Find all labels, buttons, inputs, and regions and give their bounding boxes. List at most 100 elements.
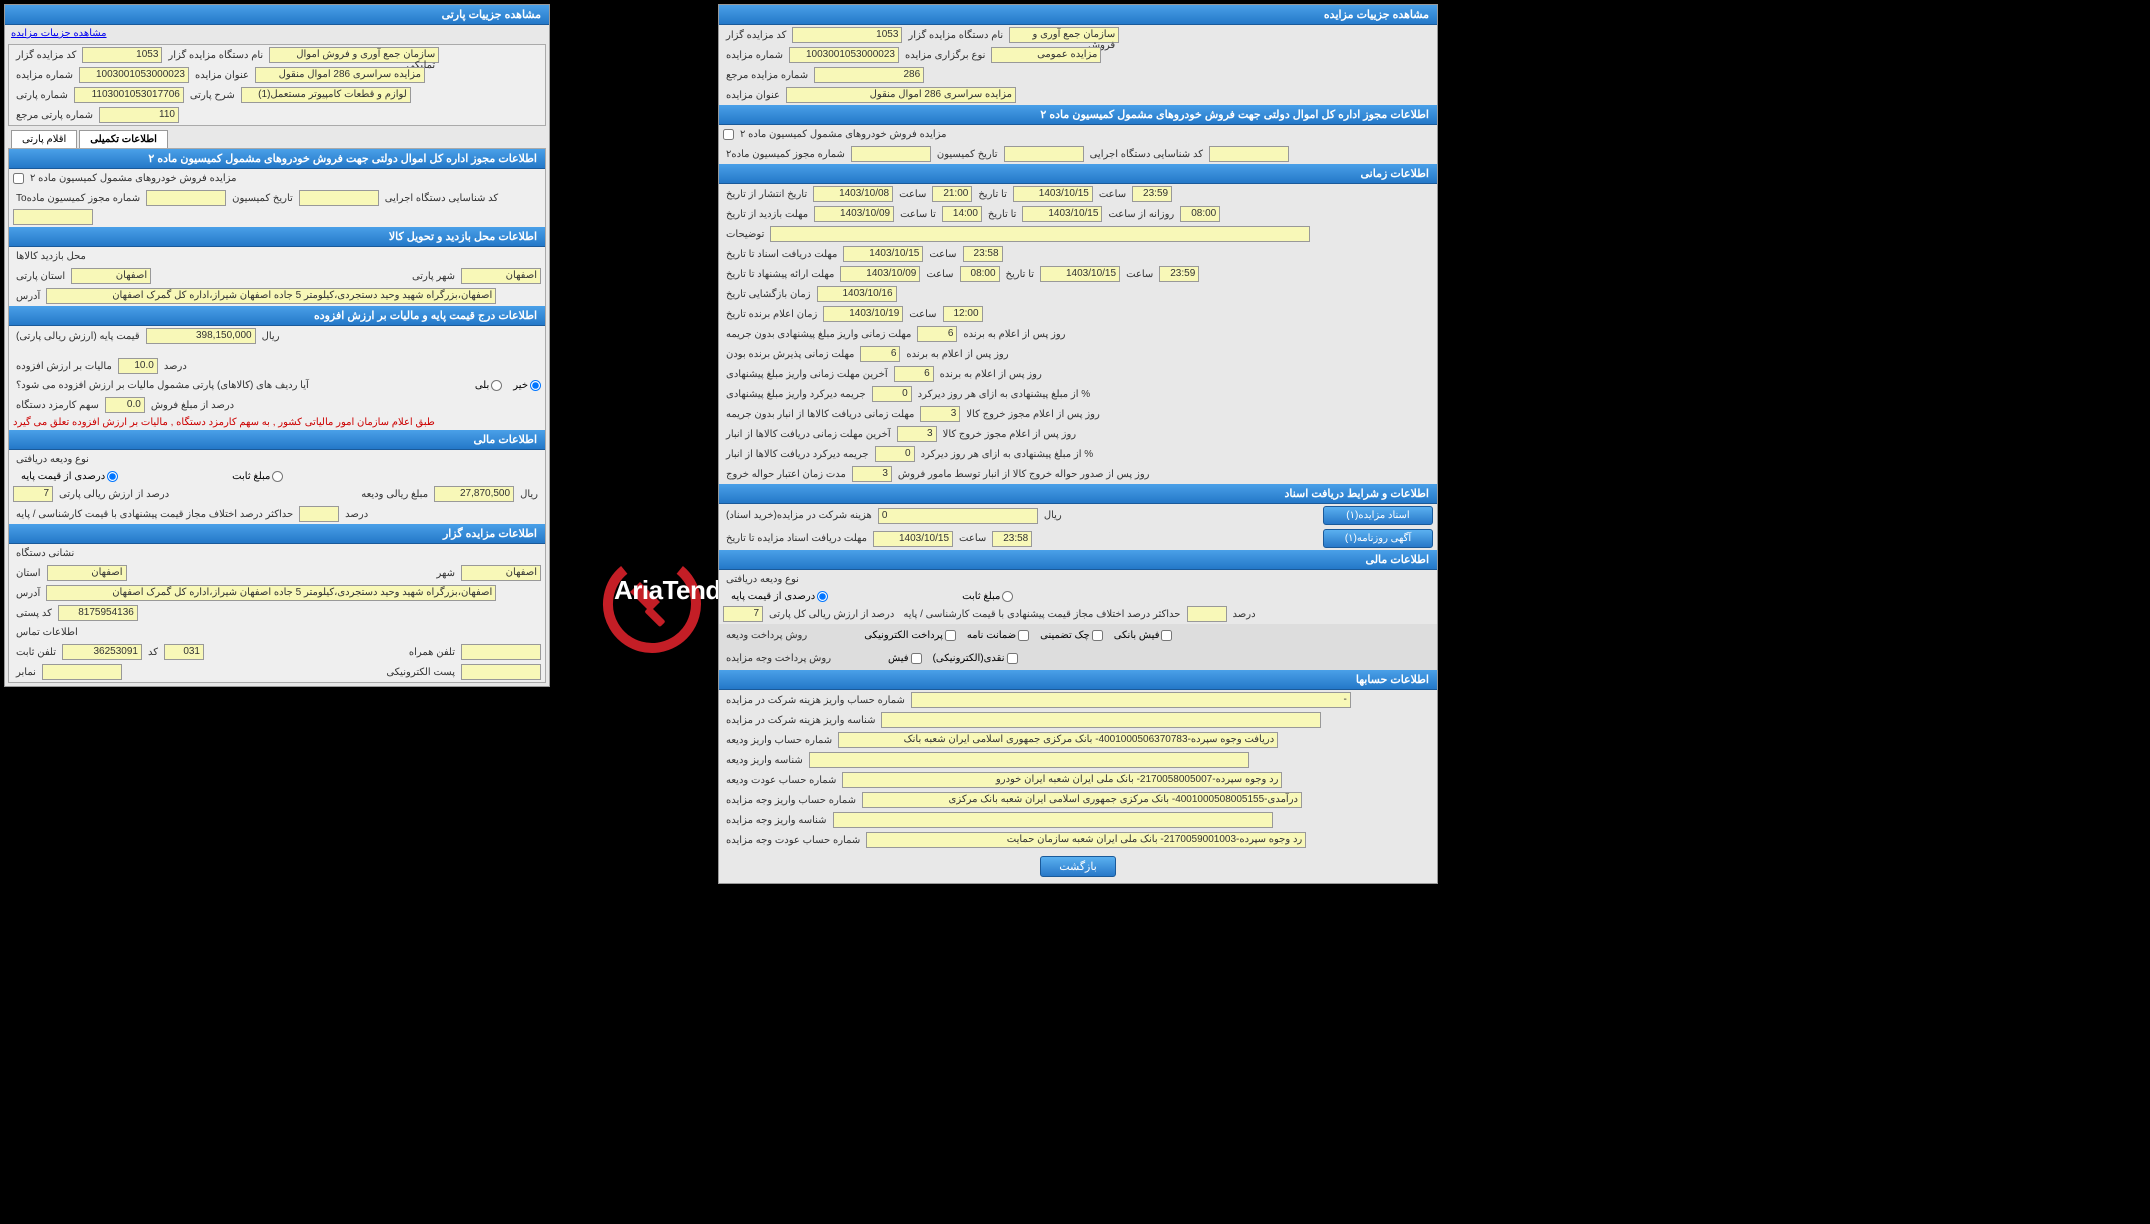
field-auction-title: مزایده سراسری 286 اموال منقول [786, 87, 1016, 103]
l-pct: 7 [13, 486, 53, 502]
button-newspaper-ad[interactable]: آگهی روزنامه(۱) [1323, 529, 1433, 548]
l-chk1[interactable] [13, 173, 24, 184]
checkbox-vehicle-sale[interactable] [723, 129, 734, 140]
radio-pct[interactable] [817, 591, 828, 602]
l-rial2: ریال [517, 487, 541, 502]
right-panel: مشاهده جزییات مزایده کد مزایده گزار 1053… [718, 4, 1438, 884]
field-pub-date2: 1403/10/15 [1013, 186, 1093, 202]
field-tozih [770, 226, 1310, 242]
l-code: 1053 [82, 47, 162, 63]
header-timing: اطلاعات زمانی [719, 164, 1437, 184]
chk-guarantee[interactable] [1018, 630, 1029, 641]
radio-fix-label[interactable]: مبلغ ثابت [962, 591, 1013, 602]
l-no-lbl[interactable]: خیر [513, 380, 541, 391]
check-cash[interactable]: نقدی(الکترونیکی) [933, 653, 1018, 664]
field-permit-num [851, 146, 931, 162]
label-deposit-method: روش پرداخت ودیعه [723, 628, 810, 643]
l-name: سازمان جمع آوری و فروش اموال تملیکی [269, 47, 439, 63]
label-acc7: شناسه واریز وجه مزایده [723, 813, 830, 828]
l-mob [461, 644, 541, 660]
button-auction-docs[interactable]: اسناد مزایده(۱) [1323, 506, 1433, 525]
l-darsad2: درصد [342, 507, 371, 522]
tab-extra-info[interactable]: اطلاعات تکمیلی [79, 130, 168, 148]
l-mob-lbl: تلفن همراه [406, 645, 458, 660]
button-back[interactable]: بازگشت [1040, 856, 1116, 877]
l-num: 1003001053000023 [79, 67, 189, 83]
chk-epay[interactable] [945, 630, 956, 641]
check-guarantee[interactable]: ضمانت نامه [967, 630, 1029, 641]
l-party-lbl: شماره پارتی [13, 88, 71, 103]
label-h3: ساعت [926, 247, 959, 262]
check-fish[interactable]: فیش [888, 653, 922, 664]
l-oaddr: اصفهان،بزرگراه شهید وحید دستجردی،کیلومتر… [46, 585, 496, 601]
field-docdl-d: 1403/10/15 [873, 531, 953, 547]
l-ostate: اصفهان [47, 565, 127, 581]
l-no[interactable] [530, 380, 541, 391]
field-offer-t1: 08:00 [960, 266, 1000, 282]
unit-dl6: روز پس از اعلام مجوز خروج کالا [940, 427, 1080, 442]
left-panel: مشاهده جزییات پارتی مشاهده جزییات مزایده… [4, 4, 550, 687]
l-city: اصفهان [461, 268, 541, 284]
field-dl6: 3 [897, 426, 937, 442]
field-dl7: 0 [875, 446, 915, 462]
check-slip[interactable]: فیش بانکی [1114, 630, 1173, 641]
check-cheque[interactable]: چک تضمینی [1040, 630, 1103, 641]
label-dl4: جریمه دیرکرد واریز مبلغ پیشنهادی [723, 387, 869, 402]
l-rpct[interactable]: درصدی از قیمت پایه [21, 471, 118, 482]
unit-dl8: روز پس از صدور حواله خروج کالا از انبار … [895, 467, 1153, 482]
field-dl3: 6 [894, 366, 934, 382]
field-doc-t: 23:58 [963, 246, 1003, 262]
l-rfix-i[interactable] [272, 471, 283, 482]
field-acc4 [809, 752, 1249, 768]
chk-fish[interactable] [911, 653, 922, 664]
unit-dl2: روز پس از اعلام به برنده [903, 347, 1011, 362]
tab-party-items[interactable]: اقلام پارتی [11, 130, 77, 148]
l-visitloc: محل بازدید کالاها [13, 249, 89, 264]
label-docdl-s: ساعت [956, 531, 989, 546]
field-visit-t1: 14:00 [942, 206, 982, 222]
l-sec3: اطلاعات درج قیمت پایه و مالیات بر ارزش ا… [9, 306, 545, 326]
field-dl1: 6 [917, 326, 957, 342]
field-auction-number: 1003001053000023 [789, 47, 899, 63]
chk-cheque[interactable] [1092, 630, 1103, 641]
field-pub-time2: 23:59 [1132, 186, 1172, 202]
label-tasaat: تا ساعت [897, 207, 939, 222]
l-rpct-i[interactable] [107, 471, 118, 482]
tabs: اقلام پارتی اطلاعات تکمیلی [9, 130, 545, 148]
link-view-auction[interactable]: مشاهده جزییات مزایده [11, 28, 107, 39]
radio-pct-label[interactable]: درصدی از قیمت پایه [731, 591, 828, 602]
label-dl7: جریمه دیرکرد دریافت کالاها از انبار [723, 447, 872, 462]
field-ann-t: 12:00 [943, 306, 983, 322]
l-ocity-lbl: شهر [433, 566, 458, 581]
label-hour: ساعت [896, 187, 929, 202]
check-epay[interactable]: پرداخت الکترونیکی [864, 630, 956, 641]
label-ta2: تا تاریخ [985, 207, 1020, 222]
l-code2: 031 [164, 644, 204, 660]
header-doc-conditions: اطلاعات و شرایط دریافت اسناد [719, 484, 1437, 504]
header-auction-details: مشاهده جزییات مزایده [719, 5, 1437, 25]
l-maxlbl: حداکثر درصد اختلاف مجاز قیمت پیشنهادی با… [13, 507, 296, 522]
chk-slip[interactable] [1161, 630, 1172, 641]
field-auctioneer-code: 1053 [792, 27, 902, 43]
l-permit-f [146, 190, 226, 206]
l-sec2: اطلاعات محل بازدید و تحویل کالا [9, 227, 545, 247]
unit-dl3: روز پس از اعلام به برنده [937, 367, 1045, 382]
chk-cash[interactable] [1007, 653, 1018, 664]
l-yes[interactable] [491, 380, 502, 391]
label-hour2: ساعت [1096, 187, 1129, 202]
l-rfix[interactable]: مبلغ ثابت [232, 471, 283, 482]
label-offer: مهلت ارائه پیشنهاد تا تاریخ [723, 267, 837, 282]
field-pub-date: 1403/10/08 [813, 186, 893, 202]
l-q: آیا ردیف های (کالاهای) پارتی مشمول مالیا… [13, 378, 312, 393]
l-sec5: اطلاعات مزایده گزار [9, 524, 545, 544]
l-desc-lbl: شرح پارتی [187, 88, 238, 103]
label-acc2: شناسه واریز هزینه شرکت در مزایده [723, 713, 878, 728]
field-fee: 0 [878, 508, 1038, 524]
label-auction-number: شماره مزایده [723, 48, 786, 63]
radio-fix[interactable] [1002, 591, 1013, 602]
field-ref-number: 286 [814, 67, 924, 83]
l-yes-lbl[interactable]: بلی [475, 380, 502, 391]
l-city-lbl: شهر پارتی [409, 269, 458, 284]
label-h4: ساعت [923, 267, 956, 282]
header-financial: اطلاعات مالی [719, 550, 1437, 570]
